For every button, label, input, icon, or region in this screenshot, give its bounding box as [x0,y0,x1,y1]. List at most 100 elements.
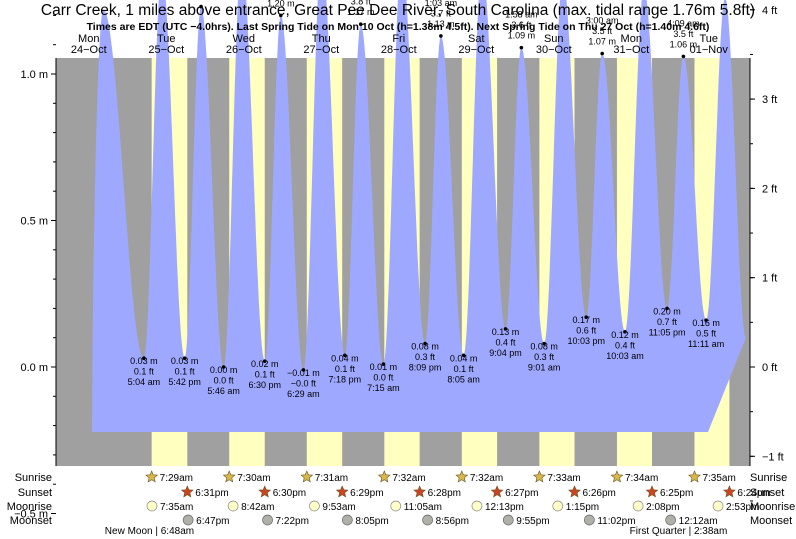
high-tide-label: 4:09 am [667,18,700,28]
tide-labels: 0.03 m0.1 ft5:04 am10:37 am4.4 ft1.35 m0… [128,0,725,399]
high-tide-point [519,45,524,50]
low-tide-point [542,341,546,346]
sunrise-icon [377,470,391,483]
moonrise-time: 11:05am [404,502,442,513]
low-tide-label: 0.12 m [611,330,639,340]
sunrise-time: 7:30am [237,473,270,484]
low-tide-label: 9:01 am [528,363,561,373]
right-tick-label: 0 ft [762,362,777,374]
moonset-icon [422,514,433,526]
low-tide-label: 0.17 m [572,315,600,325]
sunrise-time: 7:35am [702,473,735,484]
day-of-week-label: Fri [392,33,405,45]
low-tide-label: 10:03 pm [567,336,605,346]
date-headers: Mon24−OctTue25−OctWed26−OctThu27−OctFri2… [71,33,728,56]
day-of-week-label: Thu [312,33,331,45]
low-tide-label: 0.08 m [411,342,439,352]
moon-phase-label: New Moon | 6:48am [105,526,194,537]
day-of-week-label: Sat [468,33,485,45]
low-tide-point [704,318,708,322]
low-tide-point [182,356,187,361]
moonset-icon [262,514,273,526]
chart-subtitle: Times are EDT (UTC −4.0hrs). Last Spring… [87,21,710,33]
right-tick-label: −1 ft [762,451,784,463]
moonrise-icon [632,500,644,512]
left-tick-label: 1.0 m [20,69,48,81]
sunrise-icon [688,470,701,483]
high-tide-point [600,51,604,56]
sunset-time: 6:26pm [583,488,616,499]
low-tide-label: 8:05 am [447,374,480,384]
moonrise-icon [471,500,483,512]
row-label-right: Moonset [750,515,792,527]
high-tide-label: 1.07 m [588,36,616,46]
sunset-icon [335,485,349,498]
moonset-time: 6:47pm [196,516,229,527]
sunrise-icon [610,470,624,483]
low-tide-label: 0.0 ft [214,376,235,386]
left-tick-label: −0.5 m [14,509,48,521]
low-tide-label: 0.00 m [210,365,238,375]
moonrise-time: 9:53am [322,502,355,513]
high-tide-label: 1.09 m [508,31,536,41]
right-tick-label: 4 ft [762,5,777,17]
day-of-week-label: Tue [699,33,718,45]
sunset-time: 6:25pm [660,488,693,499]
date-label: 29−Oct [458,44,494,56]
high-tide-label: 1.13 m [427,19,455,29]
high-tide-label: 3.8 ft [351,0,372,7]
low-tide-label: 0.01 m [370,362,398,372]
low-tide-label: 0.4 ft [615,340,636,350]
row-label-left: Sunrise [15,472,52,484]
low-tide-label: 5:46 am [207,386,240,396]
day-of-week-label: Mon [621,33,642,45]
sunset-icon [180,485,194,498]
sunset-icon [490,485,504,498]
moonrise-time: 1:15pm [566,502,599,513]
low-tide-label: 10:03 am [606,351,644,361]
low-tide-label: 6:29 am [287,389,320,399]
low-tide-label: 6:30 pm [248,380,281,390]
left-tick-label: 0.5 m [20,216,48,228]
low-tide-label: 0.3 ft [534,352,555,362]
high-tide-label: 1:03 am [425,0,458,8]
moonset-icon [584,514,595,526]
sunset-icon [258,485,272,498]
sunrise-icon [532,470,546,483]
low-tide-label: 0.13 m [492,327,520,337]
low-tide-label: 0.03 m [130,356,158,366]
low-tide-point [461,353,466,358]
sunrise-time: 7:32am [470,473,503,484]
low-tide-label: 8:09 pm [409,363,442,373]
date-label: 26−Oct [226,44,262,56]
chart-title: Carr Creek, 1 miles above entrance, Grea… [41,2,755,19]
sunset-time: 6:27pm [505,488,538,499]
low-tide-point [301,368,306,372]
low-tide-label: 11:11 am [688,339,724,349]
row-label-right: Sunrise [750,472,787,484]
moonset-time: 9:55pm [516,516,549,527]
sunrise-time: 7:34am [625,473,658,484]
low-tide-point [221,365,226,369]
moonset-time: 7:22pm [276,516,309,527]
right-tick-label: 2 ft [762,183,777,195]
sunrise-icon [300,470,314,483]
low-tide-label: 0.02 m [251,359,279,369]
high-tide-label: 3.5 ft [592,26,613,36]
sunrise-icon [222,470,236,483]
date-label: 27−Oct [303,44,339,56]
low-tide-label: 0.6 ft [576,326,597,336]
low-tide-point [623,330,627,334]
moonset-time: 8:56pm [436,516,469,527]
sunrise-icon [455,470,469,483]
high-tide-point [439,34,443,38]
date-label: 31−Oct [613,44,649,56]
high-tide-point [199,4,203,9]
low-tide-label: 0.03 m [171,356,199,366]
low-tide-point [665,306,669,311]
sunset-icon [413,485,427,498]
moonrise-icon [712,500,724,512]
moonrise-time: 2:53pm [726,502,759,513]
sunset-time: 6:30pm [273,488,306,499]
